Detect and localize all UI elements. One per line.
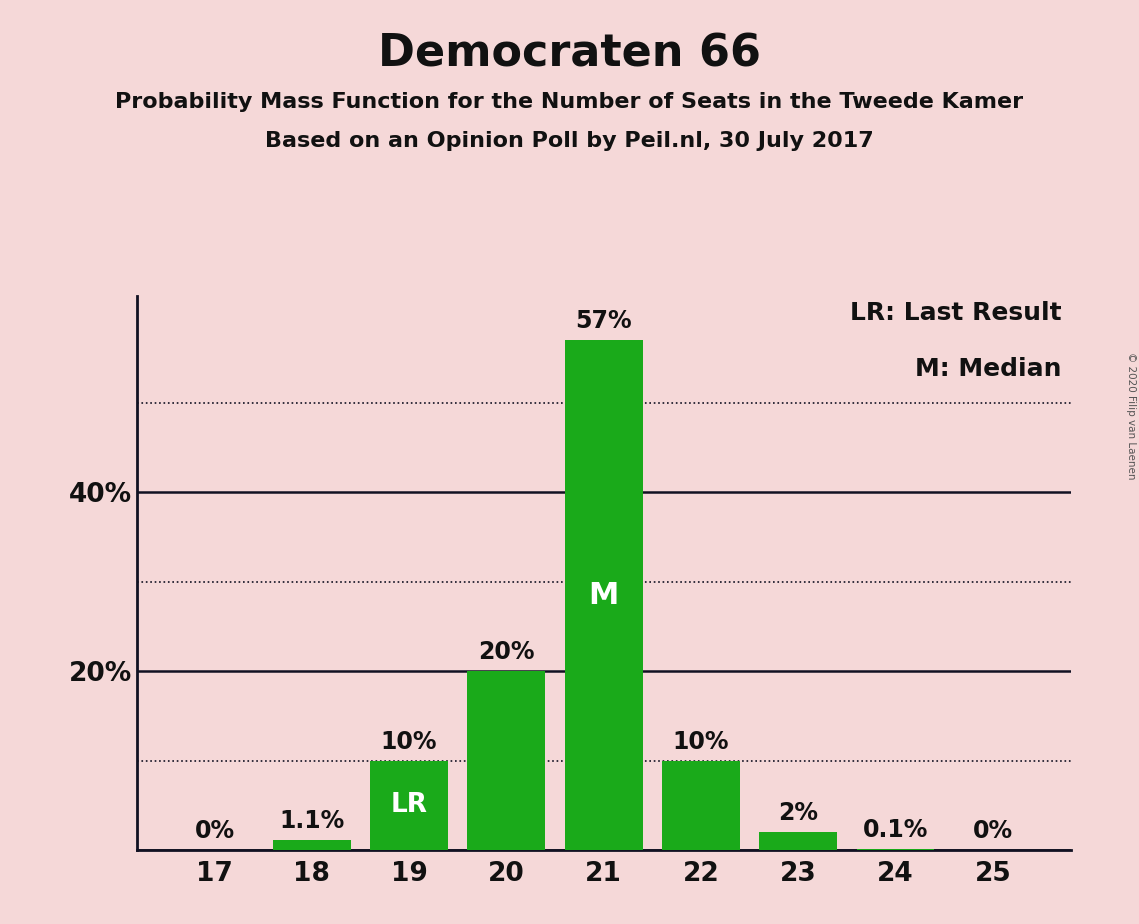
- Text: 0.1%: 0.1%: [863, 818, 928, 842]
- Bar: [565, 340, 642, 850]
- Text: 57%: 57%: [575, 310, 632, 334]
- Text: M: Median: M: Median: [915, 357, 1062, 381]
- Text: 20%: 20%: [478, 640, 534, 664]
- Bar: [273, 840, 351, 850]
- Text: 2%: 2%: [778, 801, 818, 825]
- Text: 1.1%: 1.1%: [279, 809, 344, 833]
- Text: Based on an Opinion Poll by Peil.nl, 30 July 2017: Based on an Opinion Poll by Peil.nl, 30 …: [265, 131, 874, 152]
- Text: 0%: 0%: [195, 819, 235, 843]
- Text: 10%: 10%: [380, 730, 437, 753]
- Bar: [370, 760, 448, 850]
- Text: © 2020 Filip van Laenen: © 2020 Filip van Laenen: [1126, 352, 1136, 480]
- Bar: [467, 671, 546, 850]
- Bar: [662, 760, 740, 850]
- Text: Probability Mass Function for the Number of Seats in the Tweede Kamer: Probability Mass Function for the Number…: [115, 92, 1024, 113]
- Text: M: M: [589, 581, 618, 610]
- Bar: [760, 833, 837, 850]
- Text: Democraten 66: Democraten 66: [378, 32, 761, 76]
- Text: LR: Last Result: LR: Last Result: [850, 301, 1062, 325]
- Text: 0%: 0%: [973, 819, 1013, 843]
- Text: LR: LR: [391, 793, 427, 819]
- Text: 10%: 10%: [673, 730, 729, 753]
